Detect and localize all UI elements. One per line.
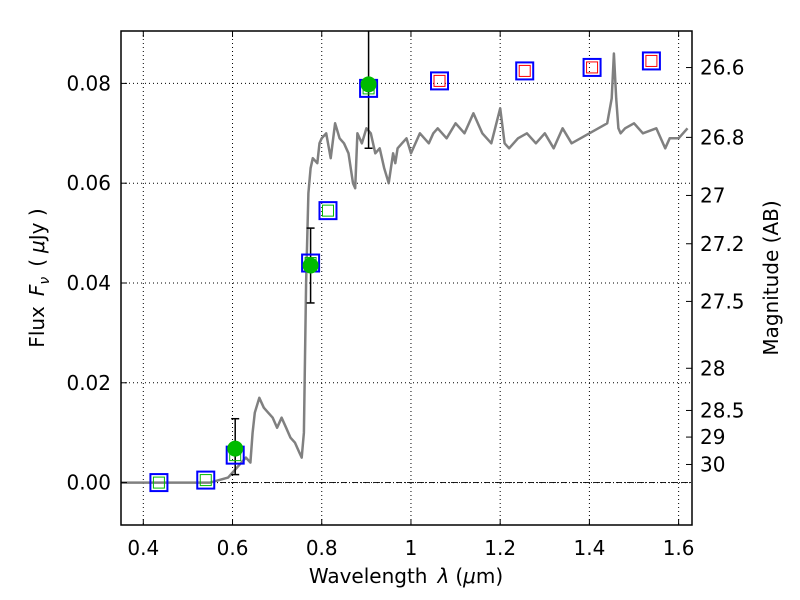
y-tick-label: 0.06 [66, 171, 111, 195]
x-axis-label: Wavelength λ (μm) [309, 564, 503, 588]
plot-frame [120, 30, 693, 526]
nir-photometry-square [582, 57, 602, 77]
model-photometry-inner-square [199, 474, 212, 487]
magnitude-tick-label: 27 [700, 183, 725, 207]
observed-flux-point [302, 257, 319, 274]
nir-photometry-inner-square [586, 61, 599, 74]
magnitude-axis-label: Magnitude (AB) [759, 200, 783, 355]
x-tick-label: 0.8 [306, 536, 338, 560]
markers [149, 51, 661, 493]
x-tick-label: 1 [405, 536, 418, 560]
magnitude-tick-label: 27.5 [700, 289, 745, 313]
y-axis-label: FluxFν(μJy ) [25, 208, 53, 347]
x-axis-ticks: 0.4 0.6 0.8 1 1.2 1.4 1.6 [127, 31, 695, 560]
y-axis-ticks: 0.00 0.02 0.04 0.06 0.08 [66, 71, 127, 495]
model-photometry-square [196, 470, 216, 490]
model-photometry-square [149, 473, 169, 493]
magnitude-tick-label: 26.6 [700, 56, 745, 80]
spectrum-line [121, 52, 689, 484]
observed-flux-point [227, 440, 244, 457]
y-tick-label: 0.00 [66, 471, 111, 495]
magnitude-tick-label: 27.2 [700, 232, 745, 256]
magnitude-tick-label: 28.5 [700, 398, 745, 422]
magnitude-tick-label: 30 [700, 452, 725, 476]
model-photometry-square [318, 201, 338, 221]
nir-photometry-square [641, 51, 661, 71]
x-tick-label: 1.6 [663, 536, 695, 560]
observed-flux-point [360, 76, 377, 93]
x-tick-label: 0.4 [127, 536, 159, 560]
data-layer [121, 52, 689, 484]
nir-photometry-square [430, 71, 450, 91]
grid-lines [121, 31, 692, 525]
model-photometry-inner-square [152, 476, 165, 489]
nir-photometry-inner-square [518, 64, 531, 77]
magnitude-tick-label: 29 [700, 425, 725, 449]
nir-photometry-inner-square [433, 74, 446, 87]
magnitude-axis-ticks: 26.6 26.8 27 27.2 27.5 28 28.5 29 30 [686, 56, 745, 476]
error-bars [231, 31, 373, 476]
x-tick-label: 1.2 [484, 536, 516, 560]
model-photometry-inner-square [321, 204, 334, 217]
nir-photometry-inner-square [645, 54, 658, 67]
x-tick-label: 0.6 [217, 536, 249, 560]
y-tick-label: 0.02 [66, 371, 111, 395]
magnitude-tick-label: 28 [700, 356, 725, 380]
y-tick-label: 0.08 [66, 71, 111, 95]
magnitude-tick-label: 26.8 [700, 125, 745, 149]
y-tick-label: 0.04 [66, 271, 111, 295]
x-tick-label: 1.4 [573, 536, 605, 560]
nir-photometry-square [515, 61, 535, 81]
